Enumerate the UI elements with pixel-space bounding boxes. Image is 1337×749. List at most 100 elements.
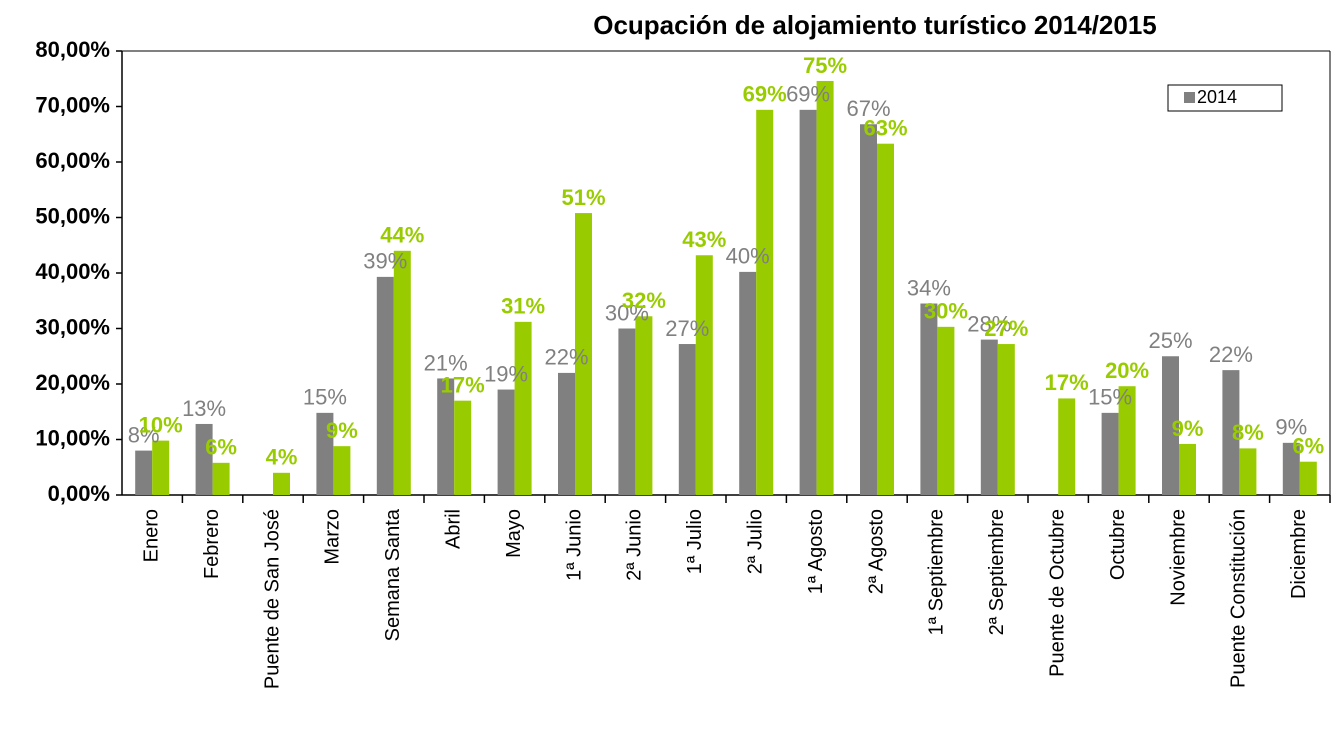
data-label: 67% <box>846 96 890 121</box>
data-label: 17% <box>441 372 485 397</box>
bar <box>695 255 713 495</box>
bar <box>454 400 472 495</box>
bar <box>635 316 653 495</box>
data-label: 8% <box>1232 420 1264 445</box>
bar <box>1118 386 1136 495</box>
x-tick-label: 2ª Junio <box>624 509 646 581</box>
x-tick-label: 1ª Agosto <box>805 509 827 594</box>
data-label: 20% <box>1105 358 1149 383</box>
data-label: 19% <box>484 361 528 386</box>
bar <box>799 109 817 495</box>
y-tick-label: 60,00% <box>35 148 110 173</box>
x-tick-label: Puente de Octubre <box>1046 509 1068 677</box>
data-label: 13% <box>182 396 226 421</box>
x-tick-label: 2ª Agosto <box>865 509 887 594</box>
bar <box>1162 356 1179 495</box>
data-label: 10% <box>139 412 183 437</box>
bar <box>195 423 213 495</box>
legend-label: 2014 <box>1197 87 1237 107</box>
bar <box>514 321 532 495</box>
data-label: 27% <box>665 316 709 341</box>
data-label: 4% <box>266 445 298 470</box>
bar <box>212 462 230 495</box>
data-label: 9% <box>1275 415 1307 440</box>
data-label: 69% <box>743 82 787 107</box>
x-tick-label: Febrero <box>201 509 223 579</box>
bar <box>1058 398 1076 495</box>
bar <box>1239 448 1257 495</box>
data-label: 31% <box>501 294 545 319</box>
data-label: 32% <box>622 288 666 313</box>
data-label: 17% <box>1045 370 1089 395</box>
x-tick-label: Semana Santa <box>382 508 404 641</box>
bar <box>273 472 290 495</box>
bar <box>135 450 153 495</box>
x-tick-label: Abril <box>442 509 464 549</box>
data-label: 22% <box>544 345 588 370</box>
bar <box>316 412 334 495</box>
x-tick-label: 1ª Septiembre <box>926 509 948 635</box>
data-label: 21% <box>424 350 468 375</box>
x-tick-label: 2ª Julio <box>744 509 766 574</box>
legend-swatch <box>1184 92 1195 103</box>
data-label: 25% <box>1148 328 1192 353</box>
x-tick-label: Puente de San José <box>261 509 283 689</box>
data-label: 6% <box>205 435 237 460</box>
y-tick-label: 20,00% <box>35 370 110 395</box>
bar <box>920 303 938 495</box>
data-label: 34% <box>907 275 951 300</box>
y-tick-label: 80,00% <box>35 37 110 62</box>
x-tick-label: Noviembre <box>1167 509 1189 606</box>
data-label: 6% <box>1292 434 1324 459</box>
bar <box>497 389 515 495</box>
data-label: 30% <box>605 300 649 325</box>
bar <box>739 271 757 495</box>
y-tick-label: 10,00% <box>35 425 110 450</box>
x-tick-label: Marzo <box>322 509 344 565</box>
bar <box>393 250 411 495</box>
bar <box>376 276 394 495</box>
bar <box>333 446 351 495</box>
data-label: 15% <box>1088 385 1132 410</box>
data-label: 9% <box>326 418 358 443</box>
data-label: 40% <box>726 244 770 269</box>
y-tick-label: 0,00% <box>48 481 110 506</box>
x-tick-label: Mayo <box>503 509 525 558</box>
bar <box>1222 370 1240 495</box>
bar <box>678 344 696 495</box>
bar <box>980 339 998 495</box>
data-label: 8% <box>128 422 160 447</box>
bar <box>558 372 575 495</box>
x-tick-label: Enero <box>140 509 162 562</box>
data-label: 63% <box>863 115 907 140</box>
data-label: 43% <box>682 227 726 252</box>
bar <box>997 344 1015 495</box>
data-label: 15% <box>303 385 347 410</box>
data-label: 22% <box>1209 342 1253 367</box>
data-label: 28% <box>967 311 1011 336</box>
y-tick-label: 70,00% <box>35 92 110 117</box>
x-tick-label: 2ª Septiembre <box>986 509 1008 635</box>
x-tick-label: 1ª Junio <box>563 509 585 581</box>
data-label: 39% <box>363 249 407 274</box>
bar <box>877 143 894 495</box>
x-tick-label: Puente Constitución <box>1228 509 1250 688</box>
bar <box>937 326 955 495</box>
bar <box>1101 412 1119 495</box>
bar <box>860 124 877 495</box>
y-tick-label: 40,00% <box>35 259 110 284</box>
data-label: 27% <box>984 316 1028 341</box>
data-label: 75% <box>803 53 847 78</box>
y-tick-label: 50,00% <box>35 203 110 228</box>
data-label: 44% <box>380 223 424 248</box>
data-label: 51% <box>561 185 605 210</box>
chart-title: Ocupación de alojamiento turístico 2014/… <box>593 10 1157 40</box>
x-tick-label: 1ª Julio <box>684 509 706 574</box>
y-tick-label: 30,00% <box>35 314 110 339</box>
bar <box>1282 442 1300 495</box>
bar <box>618 328 636 495</box>
bar <box>152 440 170 495</box>
bar <box>1179 443 1196 495</box>
data-label: 30% <box>924 299 968 324</box>
